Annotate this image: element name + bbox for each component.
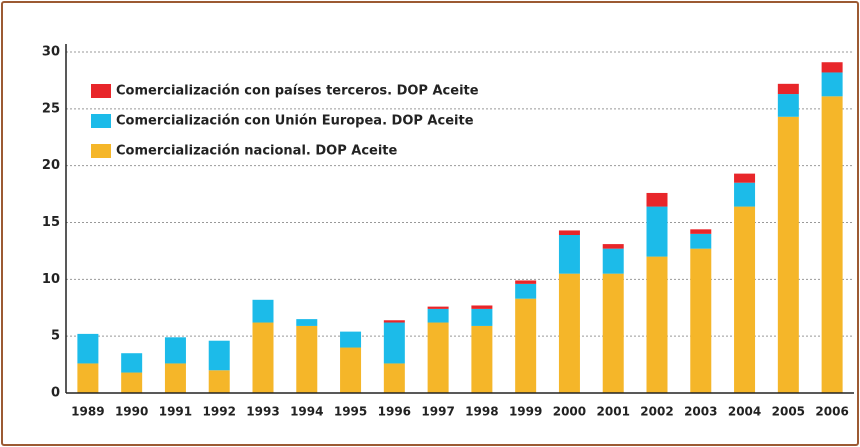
- bar-segment: [734, 206, 756, 393]
- y-tick-label: 25: [42, 101, 60, 116]
- x-tick-label: 1993: [246, 405, 279, 419]
- x-tick-label: 1991: [159, 405, 192, 419]
- x-tick-label: 2003: [684, 405, 717, 419]
- bar-segment: [821, 72, 843, 97]
- bar-segment: [515, 298, 537, 393]
- x-tick-label: 1994: [290, 405, 323, 419]
- x-tick-label: 2004: [728, 405, 761, 419]
- x-tick-label: 1996: [378, 405, 411, 419]
- bar-segment: [558, 273, 580, 393]
- x-tick-label: 2006: [815, 405, 848, 419]
- bar-segment: [602, 273, 624, 393]
- bar-segment: [252, 322, 274, 393]
- x-tick-label: 2001: [597, 405, 630, 419]
- x-tick-label: 1999: [509, 405, 542, 419]
- bar-segment: [558, 230, 580, 236]
- bar-segment: [121, 372, 143, 393]
- bar-segment: [208, 370, 230, 393]
- bar-segment: [646, 192, 668, 207]
- bar-segment: [690, 229, 712, 234]
- bar-segment: [777, 94, 799, 117]
- bar-segment: [777, 83, 799, 95]
- x-tick-label: 1997: [421, 405, 454, 419]
- bar-segment: [734, 173, 756, 183]
- y-tick-label: 15: [42, 215, 60, 230]
- bar-segment: [427, 322, 449, 393]
- bar-segment: [471, 325, 493, 393]
- x-tick-label: 2002: [640, 405, 673, 419]
- bar-segment: [515, 280, 537, 284]
- bar-segment: [208, 340, 230, 371]
- bar-segment: [427, 308, 449, 323]
- x-tick-label: 1998: [465, 405, 498, 419]
- bar-segment: [252, 299, 274, 323]
- bar-segment: [471, 308, 493, 326]
- bar-segment: [164, 363, 186, 393]
- bar-segment: [77, 333, 99, 364]
- x-tick-label: 1990: [115, 405, 148, 419]
- x-tick-label: 1992: [203, 405, 236, 419]
- bar-segment: [471, 305, 493, 309]
- legend-swatch: [91, 84, 111, 98]
- bar-segment: [515, 283, 537, 299]
- bar-segment: [821, 96, 843, 393]
- bar-segment: [602, 248, 624, 274]
- x-tick-label: 1989: [71, 405, 104, 419]
- bar-segment: [383, 322, 405, 364]
- bar-segment: [690, 248, 712, 393]
- legend-swatch: [91, 114, 111, 128]
- bar-segment: [383, 320, 405, 323]
- bar-segment: [164, 337, 186, 364]
- bar-segment: [558, 235, 580, 274]
- legend-swatch: [91, 144, 111, 158]
- bar-segment: [690, 233, 712, 249]
- y-tick-label: 30: [42, 45, 60, 60]
- bar-segment: [427, 306, 449, 309]
- bar-segment: [646, 206, 668, 257]
- legend-label: Comercialización nacional. DOP Aceite: [116, 144, 398, 159]
- bar-segment: [646, 256, 668, 393]
- y-tick-label: 10: [42, 272, 60, 287]
- y-tick-label: 20: [42, 158, 60, 173]
- x-tick-label: 2000: [553, 405, 586, 419]
- bar-segment: [777, 116, 799, 393]
- bar-segment: [340, 347, 362, 393]
- bar-segment: [340, 331, 362, 348]
- x-tick-label: 2005: [772, 405, 805, 419]
- bar-segment: [821, 62, 843, 73]
- bar-segment: [602, 244, 624, 249]
- legend-label: Comercialización con Unión Europea. DOP …: [116, 114, 474, 129]
- bar-segment: [383, 363, 405, 393]
- bar-segment: [734, 182, 756, 207]
- bar-segment: [77, 363, 99, 393]
- legend-label: Comercialización con países terceros. DO…: [116, 84, 479, 99]
- y-tick-label: 0: [51, 386, 60, 401]
- bar-segment: [296, 325, 318, 393]
- bar-segment: [296, 319, 318, 326]
- y-tick-label: 5: [51, 329, 60, 344]
- x-tick-label: 1995: [334, 405, 367, 419]
- bar-segment: [121, 353, 143, 373]
